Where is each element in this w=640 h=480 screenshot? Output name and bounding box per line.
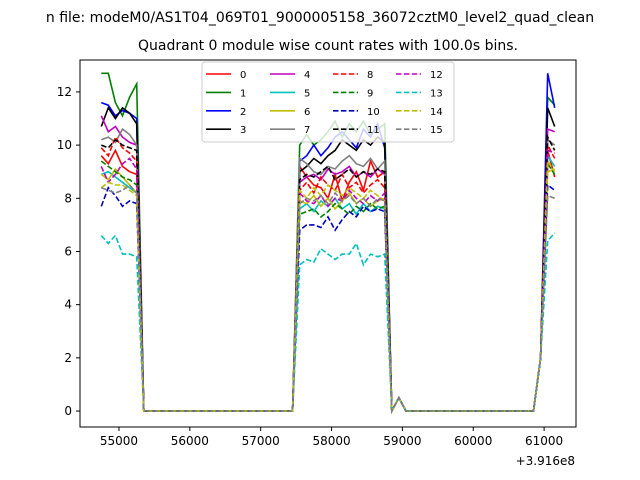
legend-item-8: 8	[333, 70, 373, 81]
x-tick-label: 57000	[242, 434, 280, 448]
legend-item-7: 7	[270, 125, 310, 136]
legend-label: 3	[240, 125, 246, 136]
chart-suptitle: n file: modeM0/AS1T04_069T01_9000005158_…	[46, 10, 594, 26]
legend-label: 13	[430, 88, 443, 99]
x-tick-label: 61000	[525, 434, 563, 448]
legend-label: 1	[240, 88, 246, 99]
series-line-12	[100, 149, 555, 415]
series-line-13	[100, 232, 556, 414]
x-tick-label: 58000	[312, 434, 350, 448]
y-tick-label: 2	[64, 351, 72, 365]
legend-label: 5	[304, 88, 310, 99]
legend-item-14: 14	[396, 107, 443, 118]
legend-label: 8	[367, 70, 373, 81]
legend-label: 4	[304, 70, 310, 81]
legend-item-12: 12	[396, 70, 443, 81]
series-line-15	[101, 183, 555, 415]
series-line-7	[101, 127, 556, 415]
chart-title: Quadrant 0 module wise count rates with …	[138, 38, 518, 54]
x-tick-label: 60000	[454, 434, 492, 448]
legend-item-5: 5	[270, 88, 310, 99]
x-tick-label: 56000	[171, 434, 209, 448]
legend-item-3: 3	[206, 125, 246, 136]
legend-item-11: 11	[333, 125, 380, 136]
y-tick-label: 12	[57, 85, 72, 99]
x-tick-label: 59000	[383, 434, 421, 448]
series-line-11	[101, 134, 556, 415]
legend-item-4: 4	[270, 70, 310, 81]
legend-item-13: 13	[396, 88, 443, 99]
legend-item-0: 0	[206, 70, 246, 81]
series-line-0	[100, 148, 556, 415]
legend-label: 14	[430, 107, 443, 118]
legend-label: 10	[367, 107, 380, 118]
legend-label: 12	[430, 70, 443, 81]
series-line-3	[100, 106, 556, 415]
series-line-4	[100, 115, 555, 415]
y-tick-label: 6	[64, 244, 72, 258]
legend-label: 9	[367, 88, 373, 99]
y-tick-label: 10	[57, 138, 72, 152]
legend-item-9: 9	[333, 88, 373, 99]
legend-label: 7	[304, 125, 310, 136]
legend-item-10: 10	[333, 107, 380, 118]
legend-box	[201, 61, 455, 143]
y-tick-label: 0	[64, 404, 72, 418]
legend-item-15: 15	[396, 125, 443, 136]
legend-label: 6	[304, 107, 310, 118]
series-line-5	[101, 153, 556, 415]
x-offset-label: +3.916e8	[516, 454, 575, 468]
legend-item-2: 2	[206, 107, 246, 118]
legend-label: 15	[430, 125, 443, 136]
series-line-10	[100, 183, 556, 414]
axes-layer: 55000 56000 57000 58000 59000 60000 61000 0 2 4 6 8…	[57, 59, 577, 448]
legend-label: 11	[367, 125, 380, 136]
y-tick-label: 4	[64, 298, 72, 312]
legend-item-6: 6	[270, 107, 310, 118]
plot-frame	[79, 59, 577, 428]
legend-label: 2	[240, 107, 246, 118]
y-tick-label: 8	[64, 191, 72, 205]
legend-item-1: 1	[206, 88, 246, 99]
series-layer	[100, 72, 556, 415]
series-line-8	[100, 135, 556, 415]
legend-label: 0	[240, 70, 246, 81]
x-tick-label: 55000	[100, 434, 138, 448]
